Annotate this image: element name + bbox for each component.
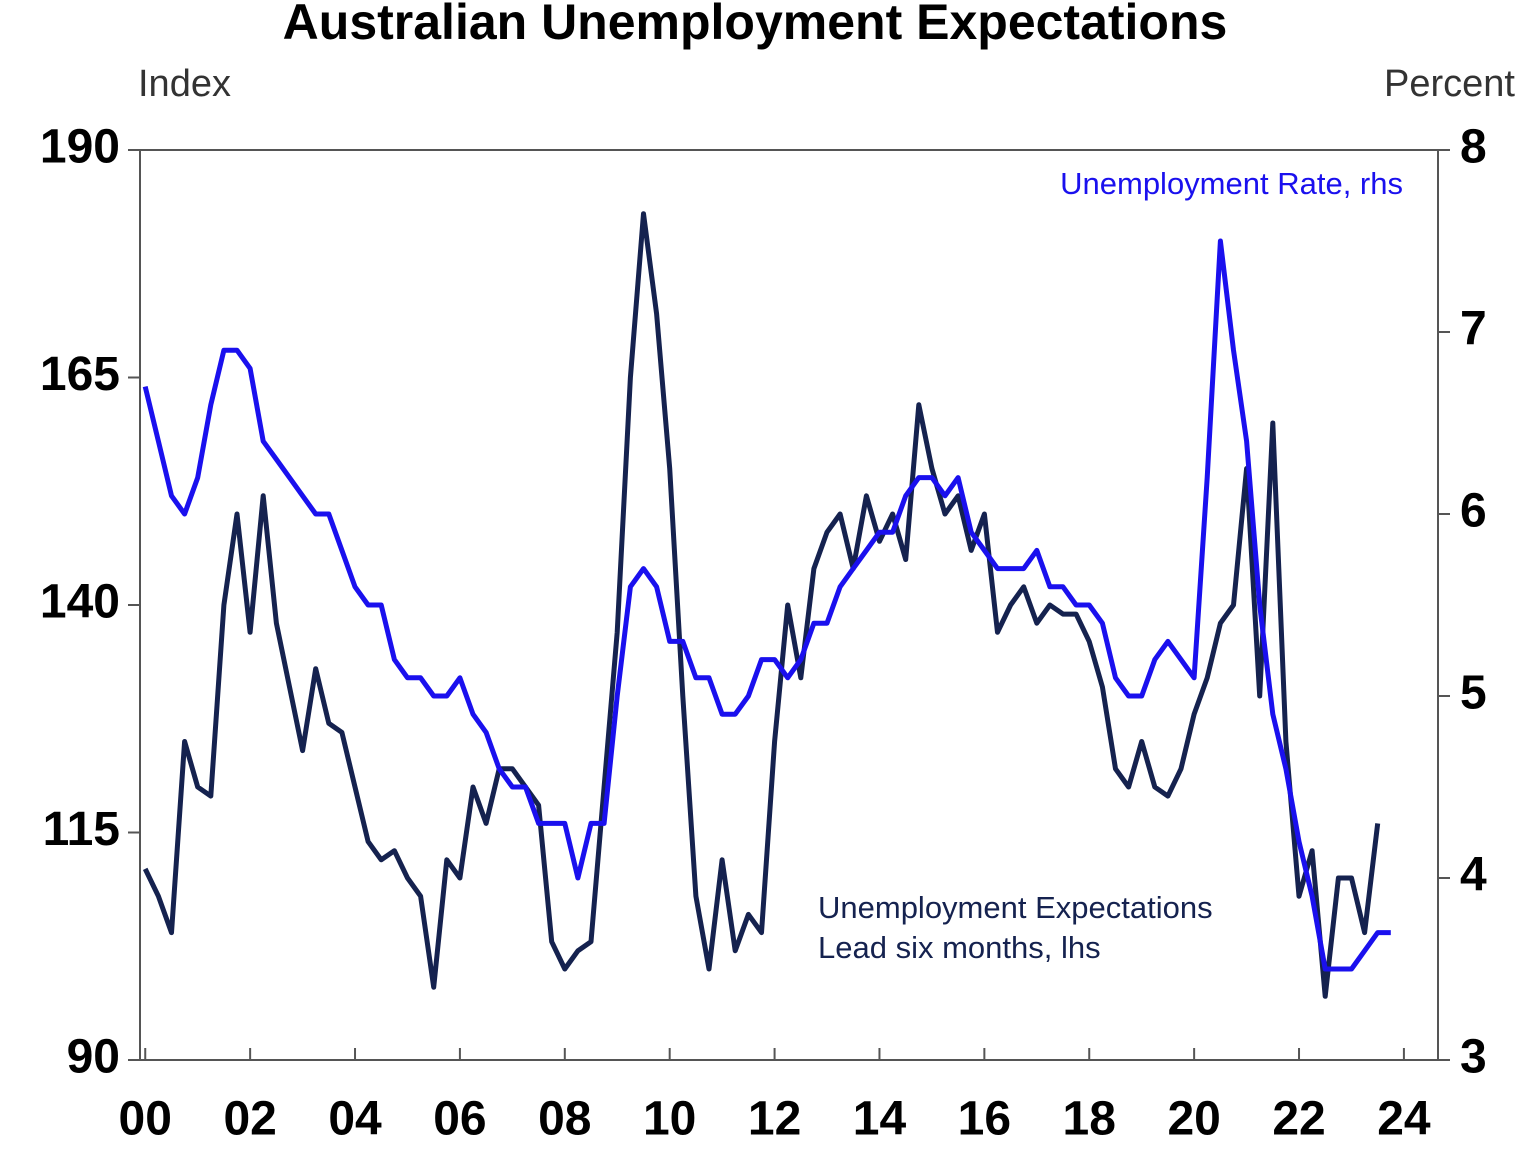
y-axis-label: Index <box>138 63 231 105</box>
x-tick-label: 04 <box>328 1093 382 1146</box>
x-tick-label: 06 <box>433 1093 486 1146</box>
x-tick-label: 14 <box>853 1093 907 1146</box>
chart-title: Australian Unemployment Expectations <box>283 0 1228 50</box>
x-tick-label: 20 <box>1167 1093 1220 1146</box>
x-tick-label: 02 <box>223 1093 276 1146</box>
y-tick-label: 90 <box>67 1031 120 1084</box>
series-line <box>142 238 1391 972</box>
series-line <box>142 211 1381 999</box>
series-label: Unemployment Rate, rhs <box>1060 166 1403 201</box>
x-tick-label: 22 <box>1272 1093 1325 1146</box>
series-label: Unemployment Expectations <box>818 890 1213 925</box>
y2-tick-label: 3 <box>1460 1031 1487 1084</box>
x-tick-label: 08 <box>538 1093 591 1146</box>
x-tick-label: 18 <box>1063 1093 1116 1146</box>
annotation: Lead six months, lhs <box>818 930 1101 965</box>
y2-tick-label: 4 <box>1460 849 1487 902</box>
x-tick-label: 24 <box>1377 1093 1431 1146</box>
x-tick-label: 12 <box>748 1093 801 1146</box>
y-tick-label: 165 <box>40 348 120 401</box>
y-tick-label: 190 <box>40 121 120 174</box>
y2-axis-label: Percent <box>1384 63 1515 105</box>
y2-tick-label: 6 <box>1460 485 1487 538</box>
x-tick-label: 00 <box>119 1093 172 1146</box>
y2-tick-label: 8 <box>1460 121 1487 174</box>
y-tick-label: 115 <box>43 803 120 856</box>
y2-tick-label: 7 <box>1460 303 1487 356</box>
x-tick-label: 10 <box>643 1093 696 1146</box>
y-tick-label: 140 <box>40 576 120 629</box>
x-tick-label: 16 <box>958 1093 1011 1146</box>
y2-tick-label: 5 <box>1460 667 1487 720</box>
